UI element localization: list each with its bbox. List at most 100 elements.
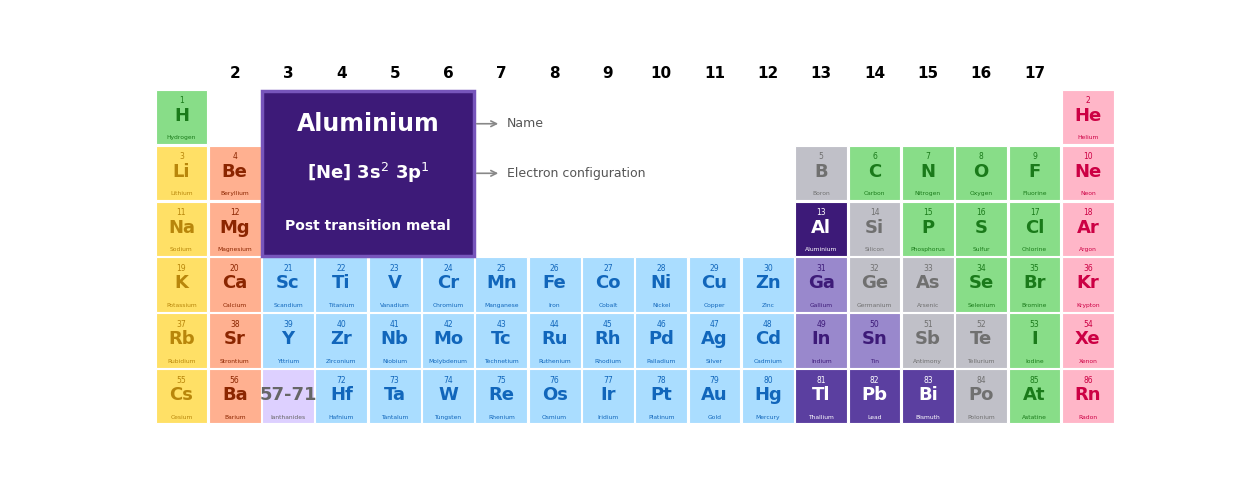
Text: Ca: Ca xyxy=(222,275,248,292)
FancyBboxPatch shape xyxy=(422,313,474,368)
Text: Sb: Sb xyxy=(915,330,941,348)
Text: 44: 44 xyxy=(550,320,560,329)
Text: Chlorine: Chlorine xyxy=(1021,247,1047,252)
FancyBboxPatch shape xyxy=(956,313,1006,368)
Text: Osmium: Osmium xyxy=(542,415,567,420)
Text: 20: 20 xyxy=(230,264,239,273)
Text: 35: 35 xyxy=(1030,264,1040,273)
Text: 16: 16 xyxy=(977,208,985,217)
FancyBboxPatch shape xyxy=(849,313,900,368)
FancyBboxPatch shape xyxy=(316,313,368,368)
Text: He: He xyxy=(1075,107,1102,125)
Text: 36: 36 xyxy=(1083,264,1093,273)
Text: 7: 7 xyxy=(496,66,506,81)
Text: Cobalt: Cobalt xyxy=(598,303,618,308)
FancyBboxPatch shape xyxy=(529,313,581,368)
FancyBboxPatch shape xyxy=(262,91,474,256)
Text: Ir: Ir xyxy=(600,386,615,404)
FancyBboxPatch shape xyxy=(1009,369,1061,423)
Text: Copper: Copper xyxy=(703,303,725,308)
Text: 6: 6 xyxy=(443,66,453,81)
Text: 1: 1 xyxy=(180,96,183,106)
Text: Yttrium: Yttrium xyxy=(277,359,300,364)
Text: Antimony: Antimony xyxy=(914,359,942,364)
Text: 5: 5 xyxy=(390,66,400,81)
FancyBboxPatch shape xyxy=(1062,369,1114,423)
Text: 25: 25 xyxy=(496,264,506,273)
Text: 54: 54 xyxy=(1083,320,1093,329)
Text: Ruthenium: Ruthenium xyxy=(539,359,571,364)
Text: 39: 39 xyxy=(284,320,293,329)
FancyBboxPatch shape xyxy=(956,257,1006,312)
FancyBboxPatch shape xyxy=(1009,146,1061,200)
Text: 22: 22 xyxy=(337,264,347,273)
Text: Electron configuration: Electron configuration xyxy=(508,167,646,180)
Text: Tl: Tl xyxy=(812,386,831,404)
Text: Nickel: Nickel xyxy=(652,303,671,308)
Text: lanthanides: lanthanides xyxy=(270,415,306,420)
Text: 48: 48 xyxy=(763,320,773,329)
Text: Ar: Ar xyxy=(1077,219,1099,237)
Text: Au: Au xyxy=(701,386,728,404)
FancyBboxPatch shape xyxy=(688,369,740,423)
Text: Br: Br xyxy=(1024,275,1046,292)
Text: 32: 32 xyxy=(870,264,879,273)
Text: Cl: Cl xyxy=(1025,219,1044,237)
Text: Ru: Ru xyxy=(541,330,568,348)
Text: Krypton: Krypton xyxy=(1076,303,1099,308)
FancyBboxPatch shape xyxy=(742,257,794,312)
Text: 52: 52 xyxy=(977,320,985,329)
Text: 13: 13 xyxy=(816,208,826,217)
Text: Lithium: Lithium xyxy=(170,191,193,196)
Text: 50: 50 xyxy=(869,320,879,329)
FancyBboxPatch shape xyxy=(156,146,207,200)
FancyBboxPatch shape xyxy=(903,369,953,423)
Text: 78: 78 xyxy=(656,375,666,384)
Text: 9: 9 xyxy=(1032,152,1037,161)
FancyBboxPatch shape xyxy=(262,257,314,312)
Text: C: C xyxy=(868,163,881,181)
FancyBboxPatch shape xyxy=(903,257,953,312)
Text: Germanium: Germanium xyxy=(857,303,893,308)
Text: In: In xyxy=(812,330,831,348)
Text: Nb: Nb xyxy=(381,330,409,348)
Text: Ba: Ba xyxy=(222,386,248,404)
Text: Ne: Ne xyxy=(1075,163,1102,181)
FancyBboxPatch shape xyxy=(582,313,634,368)
Text: 51: 51 xyxy=(924,320,932,329)
Text: 3: 3 xyxy=(282,66,293,81)
FancyBboxPatch shape xyxy=(156,369,207,423)
Text: Pb: Pb xyxy=(862,386,888,404)
FancyBboxPatch shape xyxy=(956,202,1006,256)
Text: Re: Re xyxy=(488,386,514,404)
Text: Hg: Hg xyxy=(754,386,782,404)
Text: Phosphorus: Phosphorus xyxy=(910,247,946,252)
Text: Zinc: Zinc xyxy=(761,303,775,308)
Text: Xenon: Xenon xyxy=(1078,359,1097,364)
Text: Neon: Neon xyxy=(1080,191,1096,196)
Text: 43: 43 xyxy=(496,320,506,329)
Text: Tin: Tin xyxy=(870,359,879,364)
Text: Selenium: Selenium xyxy=(967,303,995,308)
Text: Bromine: Bromine xyxy=(1021,303,1047,308)
Text: 81: 81 xyxy=(817,375,826,384)
Text: 53: 53 xyxy=(1030,320,1040,329)
Text: Te: Te xyxy=(971,330,993,348)
Text: 84: 84 xyxy=(977,375,985,384)
FancyBboxPatch shape xyxy=(369,313,421,368)
Text: Aluminium: Aluminium xyxy=(805,247,837,252)
Text: Tellurium: Tellurium xyxy=(967,359,995,364)
Text: 28: 28 xyxy=(656,264,666,273)
FancyBboxPatch shape xyxy=(635,257,687,312)
Text: 26: 26 xyxy=(550,264,560,273)
FancyBboxPatch shape xyxy=(1062,313,1114,368)
Text: K: K xyxy=(175,275,188,292)
FancyBboxPatch shape xyxy=(849,369,900,423)
Text: Scandium: Scandium xyxy=(274,303,303,308)
Text: 14: 14 xyxy=(870,208,879,217)
Text: 75: 75 xyxy=(496,375,506,384)
Text: As: As xyxy=(916,275,940,292)
Text: Tc: Tc xyxy=(491,330,511,348)
Text: 42: 42 xyxy=(443,320,453,329)
Text: Molybdenum: Molybdenum xyxy=(428,359,468,364)
